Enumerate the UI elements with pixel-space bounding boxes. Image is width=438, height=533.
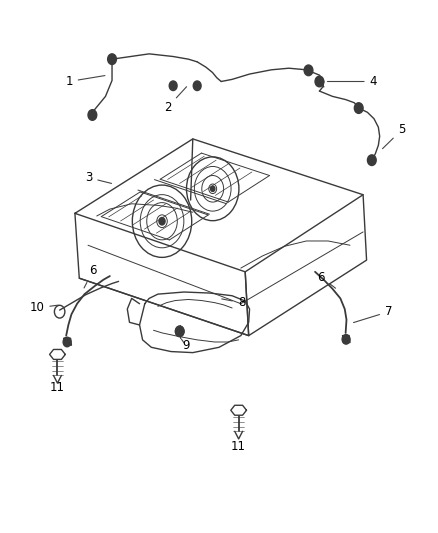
Text: 11: 11 [50,381,65,394]
Circle shape [304,65,313,76]
Text: 7: 7 [353,305,392,322]
Circle shape [159,217,165,225]
Text: 4: 4 [328,75,377,88]
Circle shape [108,54,117,64]
Circle shape [367,155,376,165]
Text: 3: 3 [85,171,112,184]
Circle shape [315,76,324,87]
Circle shape [175,326,184,337]
Circle shape [354,103,363,114]
Text: 5: 5 [382,123,406,149]
Text: 11: 11 [231,440,246,453]
Circle shape [193,81,201,91]
Text: 2: 2 [164,87,187,114]
Text: 8: 8 [222,296,245,309]
Circle shape [342,335,350,344]
Text: 6: 6 [317,271,336,288]
Circle shape [63,337,71,347]
Text: 6: 6 [84,264,97,288]
Text: 9: 9 [181,338,189,352]
Text: 10: 10 [29,302,58,314]
Circle shape [88,110,97,120]
Circle shape [211,186,215,191]
Text: 1: 1 [65,75,105,88]
Circle shape [169,81,177,91]
